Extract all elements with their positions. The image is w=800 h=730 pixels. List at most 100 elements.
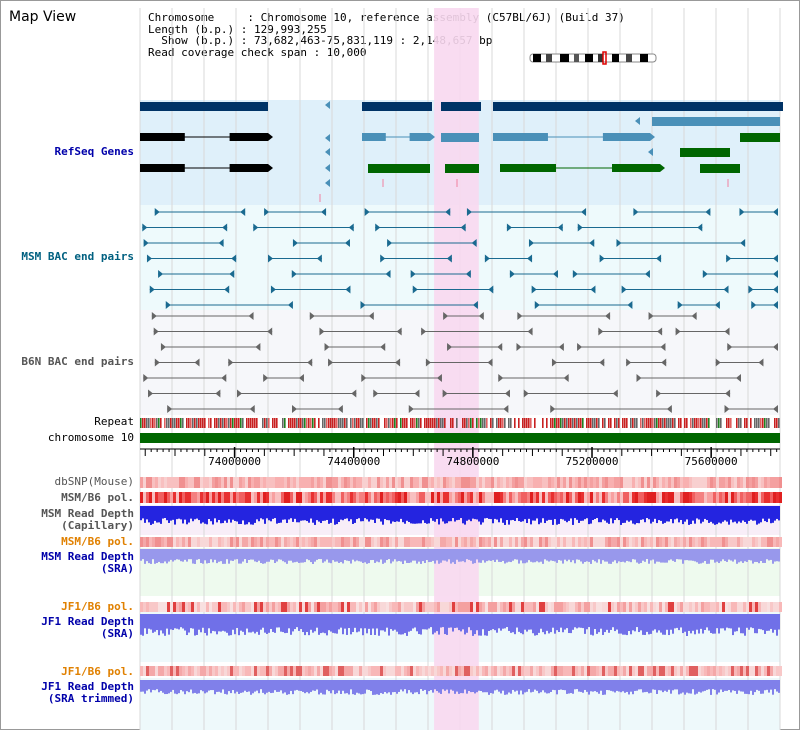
jf1-pol2-bin	[605, 666, 608, 676]
repeat-element	[708, 418, 710, 428]
msm-pol2-bin	[575, 537, 578, 547]
dbsnp-bin	[569, 477, 572, 488]
msm-pol2-bin	[455, 537, 458, 547]
msm-bac-end-marker	[534, 301, 540, 309]
jf1-pol-bin	[611, 602, 614, 612]
jf1-pol2-bin	[224, 666, 227, 676]
msm-b6-pol-label-1[interactable]: MSM/B6 pol.	[61, 491, 134, 504]
msm-cap-depth-bin	[500, 506, 502, 519]
dbsnp-label[interactable]: dbSNP(Mouse)	[54, 475, 134, 488]
dbsnp-bin	[245, 477, 248, 488]
msm-sra-depth-bin	[286, 549, 288, 564]
b6n-bac-end-marker	[648, 312, 654, 320]
jf1-sra-depth-bin	[376, 614, 378, 629]
jf1-sra-depth-bin	[350, 614, 352, 635]
msm-pol-bin	[467, 492, 470, 503]
refseq-genes-label[interactable]: RefSeq Genes	[54, 145, 134, 158]
repeat-element	[146, 418, 148, 428]
jf1-trim-depth-bin	[494, 680, 496, 691]
jf1-sra-depth-bin	[540, 614, 542, 629]
msm-pol2-bin	[491, 537, 494, 547]
msm-sra-depth-bin	[322, 549, 324, 563]
msm-sra-depth-bin	[388, 549, 390, 560]
b6n-bac-end-marker	[715, 358, 721, 367]
jf1-pol-bin	[260, 602, 263, 612]
jf1-trim-depth-bin	[248, 680, 250, 692]
jf1-pol-bin	[317, 602, 320, 612]
jf1-sra-depth-bin	[384, 614, 386, 632]
jf1-sra-depth-bin	[698, 614, 700, 634]
jf1-trim-depth-bin	[220, 680, 222, 693]
msm-cap-depth-bin	[256, 506, 258, 520]
dbsnp-bin	[461, 477, 464, 488]
jf1-depth-sra-label-1[interactable]: JF1 Read Depth	[41, 615, 134, 628]
b6n-bac-label[interactable]: B6N BAC end pairs	[21, 355, 134, 368]
jf1-pol2-bin	[596, 666, 599, 676]
jf1-trim-depth-bin	[522, 680, 524, 695]
msm-depth-sra-label-1[interactable]: MSM Read Depth	[41, 550, 134, 563]
jf1-trim-depth-bin	[294, 680, 296, 691]
msm-sra-depth-bin	[204, 549, 206, 561]
msm-cap-depth-bin	[328, 506, 330, 524]
jf1-sra-depth-bin	[736, 614, 738, 632]
jf1-trim-depth-bin	[352, 680, 354, 695]
msm-sra-depth-bin	[550, 549, 552, 561]
msm-pol-bin	[203, 492, 206, 503]
msm-pol-bin	[722, 492, 725, 503]
jf1-pol-bin	[365, 602, 368, 612]
msm-cap-depth-bin	[558, 506, 560, 524]
msm-bac-end-marker	[644, 270, 650, 278]
jf1-trim-depth-bin	[348, 680, 350, 695]
dbsnp-bin	[707, 477, 710, 488]
msm-sra-depth-bin	[310, 549, 312, 563]
jf1-pol-bin	[749, 602, 752, 612]
jf1-sra-depth-bin	[150, 614, 152, 630]
jf1-pol-bin	[464, 602, 467, 612]
msm-b6-pol-label-2[interactable]: MSM/B6 pol.	[61, 535, 134, 548]
jf1-pol-bin	[470, 602, 473, 612]
jf1-depth-trim-label-1[interactable]: JF1 Read Depth	[41, 680, 134, 693]
repeat-element	[428, 418, 430, 428]
msm-cap-depth-bin	[244, 506, 246, 525]
msm-pol2-bin	[707, 537, 710, 547]
jf1-pol2-bin	[272, 666, 275, 676]
msm-cap-depth-bin	[190, 506, 192, 519]
jf1-b6-pol-label-2[interactable]: JF1/B6 pol.	[61, 665, 134, 678]
jf1-pol2-bin	[425, 666, 428, 676]
msm-pol2-bin	[170, 537, 173, 547]
msm-bac-end-marker	[360, 301, 366, 309]
jf1-sra-depth-bin	[318, 614, 320, 635]
repeat-element	[166, 418, 168, 428]
b6n-bac-end-marker	[498, 374, 504, 382]
msm-pol2-bin	[623, 537, 626, 547]
jf1-pol2-bin	[575, 666, 578, 676]
msm-bac-end-marker	[705, 208, 711, 216]
jf1-pol-bin	[287, 602, 290, 612]
dbsnp-bin	[500, 477, 503, 488]
msm-pol2-bin	[671, 537, 674, 547]
msm-cap-depth-bin	[348, 506, 350, 522]
jf1-sra-depth-bin	[596, 614, 598, 634]
msm-cap-depth-bin	[356, 506, 358, 520]
gene-strand-arrow	[268, 133, 273, 141]
msm-bac-label[interactable]: MSM BAC end pairs	[21, 250, 134, 263]
jf1-pol2-bin	[680, 666, 683, 676]
msm-cap-depth-bin	[206, 506, 208, 525]
msm-depth-cap-label-1[interactable]: MSM Read Depth	[41, 507, 134, 520]
jf1-trim-depth-bin	[214, 680, 216, 695]
jf1-pol2-bin	[653, 666, 656, 676]
jf1-trim-depth-bin	[692, 680, 694, 690]
msm-cap-depth-bin	[710, 506, 712, 522]
jf1-trim-depth-bin	[532, 680, 534, 692]
jf1-sra-depth-bin	[542, 614, 544, 633]
jf1-sra-depth-bin	[518, 614, 520, 632]
msm-sra-depth-bin	[260, 549, 262, 564]
jf1-pol-bin	[554, 602, 557, 612]
jf1-pol2-bin	[362, 666, 365, 676]
msm-cap-depth-bin	[252, 506, 254, 525]
jf1-b6-pol-label-1[interactable]: JF1/B6 pol.	[61, 600, 134, 613]
jf1-sra-depth-bin	[258, 614, 260, 635]
repeat-element	[370, 418, 372, 428]
jf1-pol-bin	[680, 602, 683, 612]
